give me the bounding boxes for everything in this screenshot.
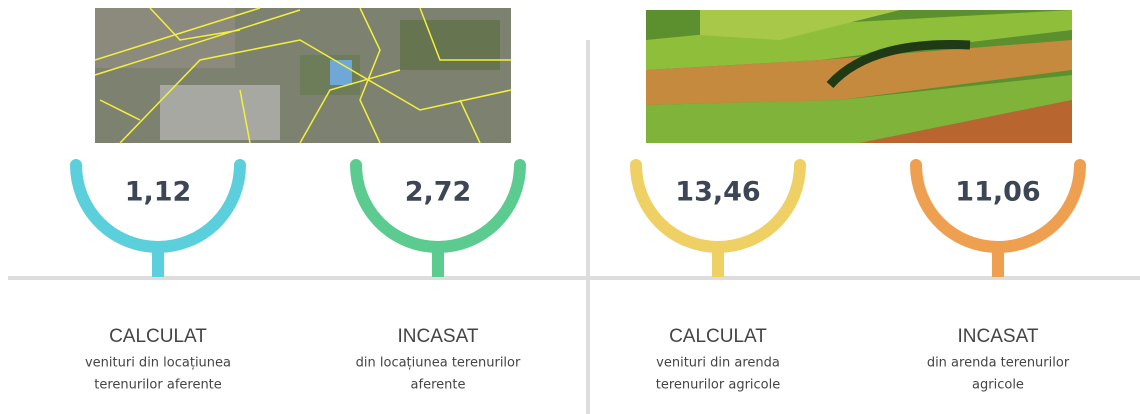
description: venituri din arenda (656, 356, 780, 371)
description: terenurilor aferente (94, 378, 222, 393)
heading: CALCULAT (109, 326, 207, 347)
description: venituri din locațiunea (85, 356, 231, 371)
description: din arenda terenurilor (927, 356, 1070, 371)
page: 1,12 CALCULAT venituri din locațiunea teren… (0, 0, 1140, 414)
heading: INCASAT (398, 326, 479, 347)
description: aferente (411, 378, 466, 393)
gauge-stem (152, 245, 164, 277)
value: 2,72 (405, 177, 472, 208)
description: din locațiunea terenurilor (356, 356, 521, 371)
value: 13,46 (675, 177, 760, 208)
gauge-stem (712, 245, 724, 277)
description: terenurilor agricole (656, 378, 781, 393)
gauge-stem (432, 245, 444, 277)
heading: INCASAT (958, 326, 1039, 347)
value: 1,12 (125, 177, 192, 208)
description: agricole (972, 378, 1024, 393)
aerial-image (95, 8, 511, 143)
fields-image (646, 10, 1072, 143)
value: 11,06 (955, 177, 1040, 208)
heading: CALCULAT (669, 326, 767, 347)
gauge-stem (992, 245, 1004, 277)
